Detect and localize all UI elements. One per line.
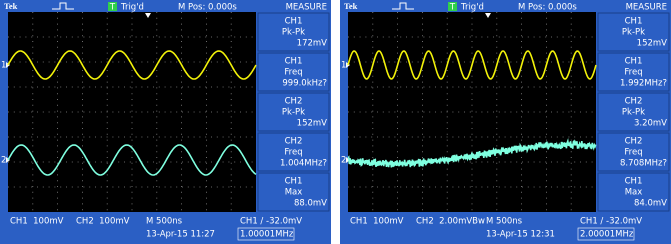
brand: Tek (344, 1, 358, 11)
measurement-value: 8.708MHz? (620, 159, 667, 169)
measurement-type: Freq (624, 148, 642, 158)
trigger-level: CH1 / -32.0mV (240, 217, 302, 227)
measurement-value: 1.992MHz? (620, 79, 667, 89)
date-time: 13-Apr-15 11:27 (146, 230, 215, 240)
ch1-scale: CH1 100mV (10, 217, 64, 227)
measurement-source: CH1 (625, 177, 643, 187)
measurement-value: 84.0mV (634, 199, 667, 209)
measurement-source: CH1 (285, 177, 303, 187)
measurement-value: 3.20mV (634, 119, 667, 129)
trigger-status: Trig'd (460, 3, 484, 13)
measurement-type: Freq (284, 148, 302, 158)
channel-marker: 2 (341, 156, 346, 166)
measurement-type: Pk-Pk (622, 108, 645, 118)
ch2-scale: CH2 2.00mVBw (416, 217, 485, 227)
timebase: M 500ns (146, 217, 183, 227)
ch2-scale: CH2 100mV (76, 217, 130, 227)
measurement-source: CH2 (285, 97, 303, 107)
screenshot: TekTTrig'dM Pos: 0.000sMEASURE12CH1Pk-Pk… (0, 0, 671, 244)
trigger-frequency: 2.00001MHz (580, 230, 634, 240)
menu-title: MEASURE (626, 3, 667, 13)
measurement-type: Freq (284, 68, 302, 78)
measurement-type: Max (625, 188, 643, 198)
ch1-scale: CH1 100mV (350, 217, 404, 227)
channel-marker: 1 (1, 61, 6, 71)
measurement-source: CH1 (285, 17, 303, 27)
measurement-value: 1.004MHz? (280, 159, 327, 169)
measurement-value: 172mV (297, 39, 328, 49)
measurement-source: CH1 (285, 57, 303, 67)
trigger-status: Trig'd (120, 3, 144, 13)
measurement-source: CH1 (625, 57, 643, 67)
timebase: M 500ns (486, 217, 523, 227)
measurement-source: CH1 (625, 17, 643, 27)
measurement-source: CH2 (625, 97, 643, 107)
trigger-frequency: 1.00001MHz (240, 230, 294, 240)
menu-title: MEASURE (286, 3, 327, 13)
position: M Pos: 0.000s (178, 3, 237, 13)
trigger-level: CH1 / -32.0mV (580, 217, 642, 227)
measurement-type: Pk-Pk (282, 108, 305, 118)
brand: Tek (4, 1, 18, 11)
measurement-type: Pk-Pk (622, 28, 645, 38)
measurement-type: Freq (624, 68, 642, 78)
trigger-badge: T (109, 3, 116, 13)
measurement-value: 152mV (297, 119, 328, 129)
trigger-badge: T (449, 3, 456, 13)
date-time: 13-Apr-15 12:31 (486, 230, 555, 240)
measurement-type: Max (285, 188, 303, 198)
position: M Pos: 0.000s (518, 3, 577, 13)
measurement-value: 152mV (637, 39, 668, 49)
measurement-value: 88.0mV (294, 199, 327, 209)
channel-marker: 1 (341, 61, 346, 71)
measurement-source: CH2 (285, 137, 303, 147)
measurement-value: 999.0kHz? (282, 79, 327, 89)
measurement-type: Pk-Pk (282, 28, 305, 38)
measurement-source: CH2 (625, 137, 643, 147)
channel-marker: 2 (1, 156, 6, 166)
